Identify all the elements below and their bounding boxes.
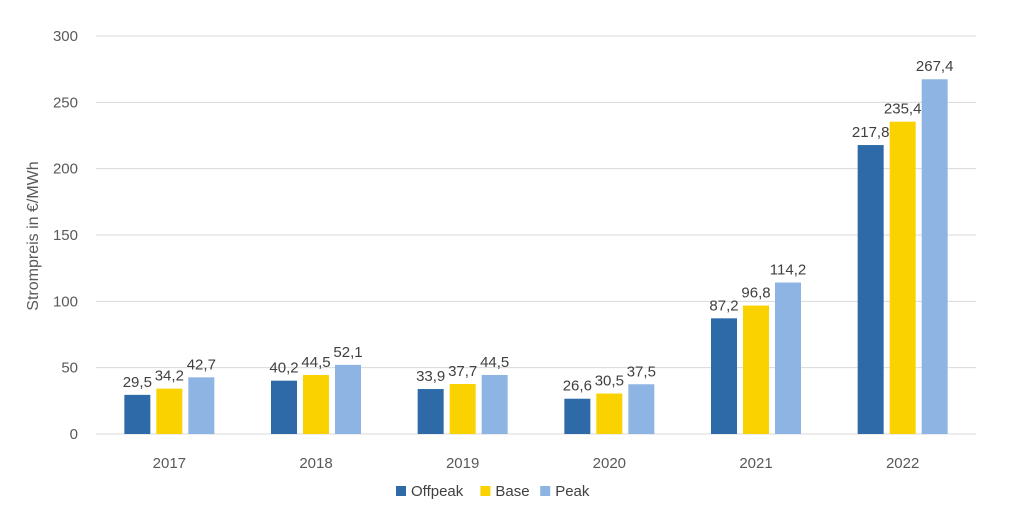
x-tick-label: 2018 <box>299 455 332 472</box>
bar-base-2020 <box>596 393 623 434</box>
y-tick-label: 150 <box>53 227 78 244</box>
data-label: 217,8 <box>852 124 890 141</box>
bar-base-2018 <box>303 374 329 434</box>
x-tick-label: 2019 <box>446 455 479 472</box>
data-label: 37,7 <box>448 363 477 380</box>
bar-offpeak-2017 <box>124 394 151 434</box>
y-tick-label: 250 <box>53 94 78 111</box>
data-label: 52,1 <box>333 344 362 361</box>
data-label: 34,2 <box>155 368 184 385</box>
bar-peak-2022 <box>921 79 948 435</box>
data-label: 235,4 <box>884 101 922 118</box>
x-tick-label: 2020 <box>593 455 626 472</box>
data-label: 29,5 <box>123 374 152 391</box>
legend-swatch-base <box>480 486 491 496</box>
bar-peak-2019 <box>481 374 508 434</box>
x-tick-label: 2022 <box>886 455 919 472</box>
data-label: 44,5 <box>301 354 330 371</box>
bar-offpeak-2018 <box>271 380 297 434</box>
bar-offpeak-2021 <box>711 318 737 434</box>
bar-offpeak-2022 <box>857 145 884 434</box>
y-tick-label: 300 <box>53 28 78 45</box>
bar-offpeak-2019 <box>417 389 444 434</box>
data-label: 87,2 <box>709 297 738 314</box>
legend-label-base: Base <box>495 483 529 500</box>
data-label: 114,2 <box>770 261 806 278</box>
bar-peak-2021 <box>775 282 801 434</box>
bar-offpeak-2020 <box>564 398 591 434</box>
y-tick-label: 100 <box>53 293 78 310</box>
y-tick-label: 0 <box>70 426 78 443</box>
y-axis-title: Strompreis in €/MWh <box>25 161 42 310</box>
data-label: 44,5 <box>480 354 509 371</box>
x-tick-label: 2021 <box>739 455 772 472</box>
y-tick-label: 50 <box>61 360 78 377</box>
bar-base-2017 <box>156 388 183 434</box>
y-tick-label: 200 <box>53 161 78 178</box>
legend-swatch-peak <box>540 486 551 496</box>
bar-peak-2018 <box>335 364 361 434</box>
data-label: 37,5 <box>627 363 656 380</box>
data-label: 40,2 <box>269 360 298 377</box>
bar-base-2019 <box>449 383 476 434</box>
legend-label-offpeak: Offpeak <box>411 483 464 500</box>
y-axis-ticks: 0 50 100 150 200 250 300 <box>53 28 78 443</box>
data-label: 26,6 <box>563 378 592 395</box>
data-label: 30,5 <box>595 373 624 390</box>
legend: Offpeak Base Peak <box>396 483 590 500</box>
grid-lines <box>96 35 976 435</box>
bar-peak-2017 <box>188 377 215 434</box>
data-label: 96,8 <box>741 285 770 302</box>
legend-swatch-offpeak <box>396 486 406 496</box>
bar-peak-2020 <box>628 384 655 434</box>
x-axis-ticks: 2017 2018 2019 2020 2021 2022 <box>153 455 920 472</box>
bar-base-2021 <box>743 305 769 434</box>
data-label: 33,9 <box>416 368 445 385</box>
bars <box>124 79 948 435</box>
bar-base-2022 <box>889 121 916 434</box>
data-label: 42,7 <box>187 356 216 373</box>
x-tick-label: 2017 <box>153 455 186 472</box>
legend-label-peak: Peak <box>555 483 590 500</box>
data-label: 267,4 <box>916 58 954 75</box>
data-labels: 29,5 34,242,7 40,2 44,552,133,9 37,744,526,6… <box>123 58 954 394</box>
